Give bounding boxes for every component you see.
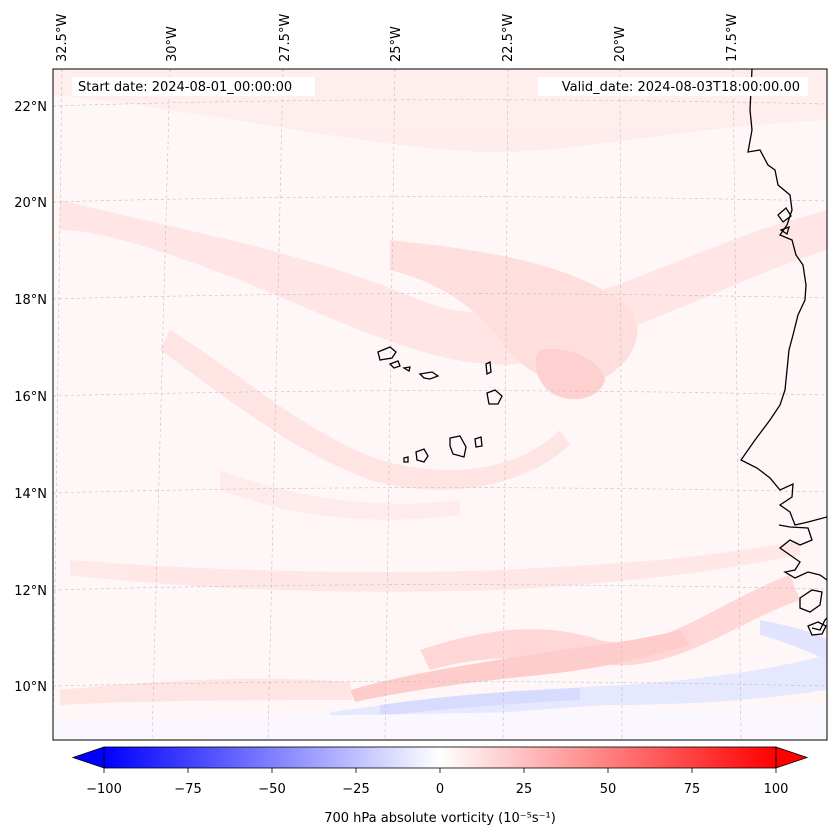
lat-label: 20°N — [14, 196, 47, 211]
colorbar-tick-label: 75 — [684, 782, 701, 797]
longitude-labels: 32.5°W 30°W 27.5°W 25°W 22.5°W 20°W 17.5… — [55, 14, 740, 62]
lat-label: 16°N — [14, 390, 47, 405]
island-sao-nicolau — [418, 371, 440, 380]
island-dakhla — [777, 207, 792, 223]
colorbar-min-extension — [71, 746, 105, 769]
lon-label: 17.5°W — [725, 14, 740, 62]
coast-guinea-bissau — [799, 589, 823, 613]
colorbar: −100 −75 −50 −25 0 25 50 75 100 700 hPa absolute… — [71, 746, 809, 826]
island-fogo — [415, 448, 429, 463]
lon-label: 32.5°W — [55, 14, 70, 62]
island-sal — [485, 360, 492, 376]
graticule — [53, 69, 827, 740]
colorbar-tick-label: 0 — [436, 782, 444, 797]
colorbar-tick-label: −50 — [258, 782, 285, 797]
colorbar-tick-label: 50 — [600, 782, 617, 797]
island-santiago — [449, 435, 467, 458]
colorbar-tick-label: 100 — [764, 782, 789, 797]
africa-coastline — [740, 69, 827, 526]
lon-label: 25°W — [389, 26, 404, 62]
coastlines — [740, 69, 827, 636]
colorbar-ticks: −100 −75 −50 −25 0 25 50 75 100 — [86, 768, 788, 797]
colorbar-label: 700 hPa absolute vorticity (10⁻⁵s⁻¹) — [324, 811, 556, 826]
lat-label: 22°N — [14, 100, 47, 115]
vorticity-field — [53, 69, 827, 740]
lon-label: 20°W — [613, 26, 628, 62]
island-santo-antao — [377, 346, 397, 361]
lat-label: 10°N — [14, 680, 47, 695]
start-date-label: Start date: 2024-08-01_00:00:00 — [78, 80, 292, 95]
colorbar-gradient — [104, 747, 776, 768]
valid-date-box — [538, 77, 808, 96]
island-coast-bit — [779, 225, 790, 236]
map-frame — [52, 68, 828, 741]
colorbar-tick-label: −75 — [174, 782, 201, 797]
start-date-box — [72, 77, 315, 96]
lat-label: 12°N — [14, 584, 47, 599]
colorbar-tick-label: 25 — [516, 782, 533, 797]
colorbar-tick-label: −25 — [342, 782, 369, 797]
island-brava — [403, 456, 409, 463]
colorbar-tick-label: −100 — [86, 782, 122, 797]
cape-verde-islands — [377, 346, 503, 463]
island-sao-vicente — [388, 360, 401, 369]
lon-label: 27.5°W — [278, 14, 293, 62]
date-annotations: Start date: 2024-08-01_00:00:00 Valid_da… — [72, 77, 808, 96]
island-santa-luzia — [402, 366, 411, 373]
island-maio — [474, 436, 483, 448]
coast-guinea — [811, 617, 827, 631]
valid-date-label: Valid_date: 2024-08-03T18:00:00.00 — [562, 80, 800, 95]
latitude-labels: 22°N 20°N 18°N 16°N 14°N 12°N 10°N — [14, 100, 47, 695]
colorbar-max-extension — [775, 746, 809, 769]
lon-label: 22.5°W — [501, 14, 516, 62]
coast-bissagos-islands — [807, 621, 827, 636]
island-boa-vista — [486, 389, 503, 405]
coast-gambia-region — [778, 524, 827, 581]
lat-label: 18°N — [14, 293, 47, 308]
lon-label: 30°W — [165, 26, 180, 62]
lat-label: 14°N — [14, 487, 47, 502]
map-panel: Start date: 2024-08-01_00:00:00 Valid_da… — [53, 69, 827, 740]
